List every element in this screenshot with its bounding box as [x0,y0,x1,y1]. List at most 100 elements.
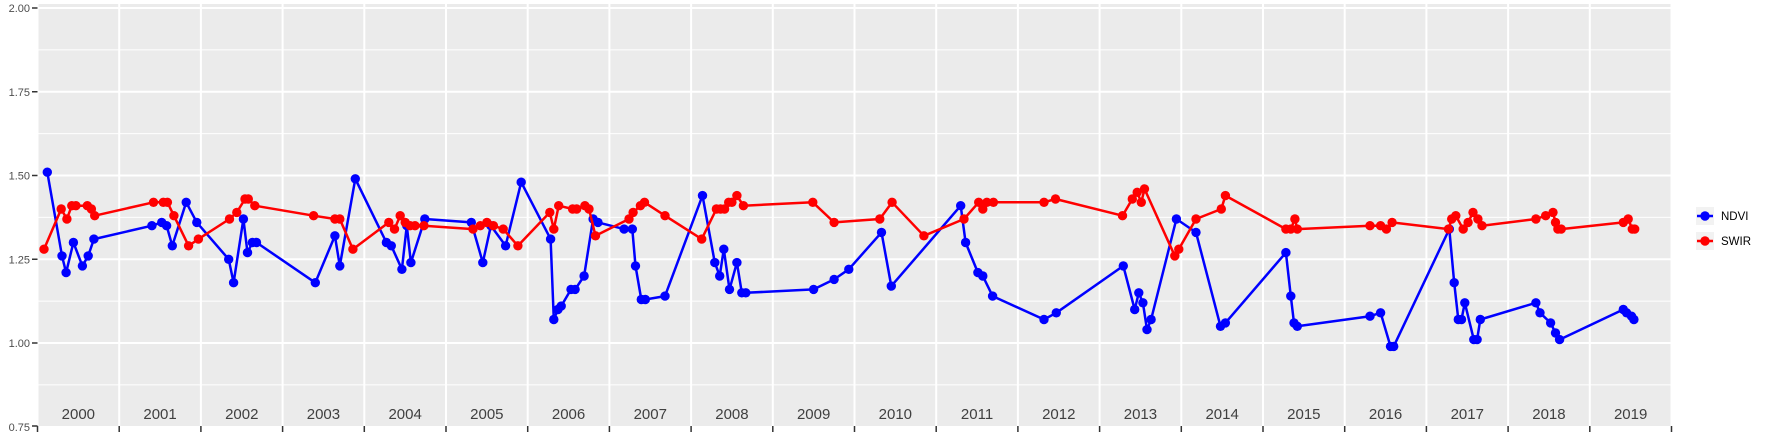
legend-label-ndvi: NDVI [1721,211,1748,223]
ndvi-point [1142,324,1152,335]
swir-point [738,201,749,211]
x-axis-label: 2008 [715,406,748,423]
ndvi-point [579,271,589,281]
ndvi-point [1449,278,1459,288]
ndvi-point [719,244,729,254]
ndvi-point [350,174,360,184]
ndvi-point [1118,261,1129,271]
ndvi-point [224,254,234,264]
ndvi-point [330,231,340,241]
swir-point [250,201,260,211]
swir-point [71,201,81,211]
ndvi-point [1456,314,1467,325]
ndvi-point [741,288,751,298]
ndvi-point [732,257,742,268]
swir-point [549,224,559,234]
ndvi-point [545,234,556,244]
ndvi-point [57,251,67,261]
ndvi-point [1039,314,1049,325]
ndvi-point [844,264,854,274]
ndvi-point [1051,308,1062,318]
swir-point [919,231,929,241]
x-axis-label: 2012 [1042,406,1075,423]
ndvi-point [808,284,819,295]
swir-point [348,244,358,254]
swir-point [1220,190,1231,201]
x-axis-label: 2010 [879,406,912,423]
ndvi-point [619,224,629,234]
ndvi-point [660,291,670,301]
ndvi-point [167,241,177,251]
swir-point [1139,184,1150,194]
swir-point [1623,214,1633,224]
swir-point [1174,244,1184,254]
ndvi-point [1389,341,1399,352]
swir-point [697,234,707,244]
swir-point [1132,187,1142,197]
ndvi-point [886,281,896,291]
ndvi-point [630,261,641,271]
swir-point [639,197,650,207]
swir-point [1039,197,1049,207]
swir-point [488,221,499,231]
ndvi-point [238,214,249,224]
swir-point [1290,214,1300,224]
ndvi-point [956,201,966,211]
swir-point [1531,214,1541,224]
swir-point [628,207,638,218]
ndvi-point [147,221,157,231]
ndvi-point [335,261,345,271]
x-axis-label: 2000 [62,406,95,423]
ndvi-point [1281,247,1291,258]
x-axis-label: 2005 [470,406,503,423]
swir-point [1458,224,1468,234]
ndvi-point [161,221,172,231]
swir-point [1127,194,1138,204]
swir-point [590,231,601,241]
legend-point-icon [1700,236,1710,246]
ndvi-point [89,234,99,244]
ndvi-point [1286,291,1296,301]
ndvi-point [181,197,191,207]
swir-point [1443,224,1454,234]
ndvi-point [386,241,396,251]
x-axis-label: 2002 [225,406,258,423]
swir-point [1541,211,1551,221]
swir-point [1556,224,1566,234]
swir-point [988,197,999,207]
ndvi-point [715,271,725,281]
swir-point [1381,224,1392,234]
swir-point [1548,207,1558,218]
swir-point [243,194,253,204]
swir-point [335,214,345,224]
x-axis-label: 2016 [1369,406,1402,423]
x-axis-label: 2017 [1451,406,1484,423]
x-axis-label: 2006 [552,406,585,423]
legend-point-icon [1700,211,1710,221]
ndvi-point [1472,334,1482,345]
ndvi-point [724,284,735,295]
swir-point [1216,204,1227,214]
swir-point [468,224,478,234]
x-axis-label: 2001 [143,406,176,423]
swir-point [1136,197,1147,207]
ndvi-point [1475,314,1486,325]
x-axis-label: 2013 [1124,406,1157,423]
ndvi-point [876,227,887,238]
ndvi-point [1629,314,1639,325]
ndvi-point [627,224,637,234]
ndvi-point [1531,298,1541,308]
ndvi-point [500,241,511,251]
swir-point [169,211,179,221]
swir-point [1630,224,1640,234]
ndvi-point [697,190,708,201]
ndvi-point [406,257,416,268]
legend-label-swir: SWIR [1721,236,1751,248]
ndvi-point [1460,298,1470,308]
ndvi-point [397,264,407,274]
swir-point [732,190,742,201]
ndvi-point [1171,214,1182,224]
ndvi-point [478,257,488,268]
